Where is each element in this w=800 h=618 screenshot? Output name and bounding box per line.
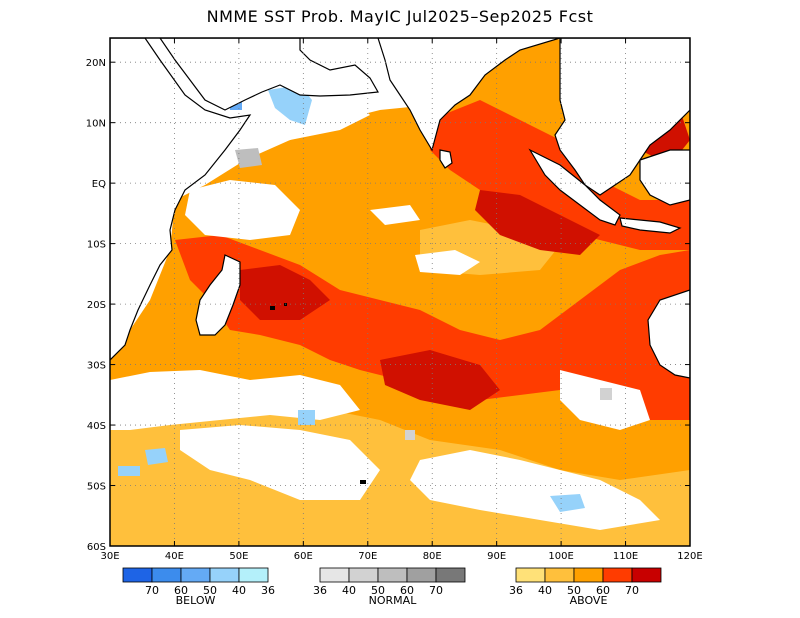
colorbar-swatch: [631, 567, 662, 583]
lon-tick-label: 120E: [677, 551, 702, 562]
lon-tick-label: 90E: [487, 551, 506, 562]
colorbar-label: 60: [174, 584, 188, 597]
colorbar-label: 70: [625, 584, 639, 597]
lat-tick-label: 20N: [86, 58, 106, 69]
lat-tick-label: 10S: [87, 240, 106, 251]
colorbar-label: 36: [313, 584, 327, 597]
colorbar-above: 36 40 50 60 70 ABOVE: [509, 567, 662, 607]
colorbar-swatch: [435, 567, 466, 583]
lat-tick-label: 20S: [87, 300, 106, 311]
island-mauritius: [270, 306, 275, 310]
lat-tick-label: 40S: [87, 421, 106, 432]
colorbar-label: 60: [596, 584, 610, 597]
small-islands: [270, 303, 366, 484]
colorbar-swatch: [348, 567, 379, 583]
colorbar-swatch: [238, 567, 269, 583]
colorbar-swatch: [573, 567, 604, 583]
land-se-asia: [554, 38, 690, 196]
colorbar-label: 70: [429, 584, 443, 597]
normal-region-south: [600, 388, 612, 400]
lon-tick-label: 70E: [358, 551, 377, 562]
below-region-south-1: [145, 448, 168, 465]
colorbar-swatch: [602, 567, 633, 583]
lon-tick-label: 40E: [165, 551, 184, 562]
lon-tick-label: 110E: [613, 551, 638, 562]
colorbar-label: 70: [145, 584, 159, 597]
colorbar-swatch: [319, 567, 350, 583]
colorbar-label: 50: [567, 584, 581, 597]
lon-tick-label: 100E: [548, 551, 573, 562]
lat-tick-label: 50S: [87, 482, 106, 493]
land-india: [377, 38, 561, 152]
map-gridlines: [110, 38, 690, 546]
colorbar-swatch: [209, 567, 240, 583]
land-java: [619, 217, 682, 234]
below-region-south-2: [118, 466, 140, 476]
lon-tick-label: 60E: [294, 551, 313, 562]
island-reunion: [284, 303, 287, 306]
colorbar-label: 36: [509, 584, 523, 597]
lat-tick-label: 30S: [87, 361, 106, 372]
colorbar-swatch: [377, 567, 408, 583]
above-70-region-south: [380, 350, 500, 410]
land-australia: [647, 289, 690, 379]
colorbar-swatch: [180, 567, 211, 583]
lon-tick-label: 80E: [423, 551, 442, 562]
colorbar-label: 40: [232, 584, 246, 597]
white-region-central-2: [370, 205, 420, 225]
white-region-somali: [185, 180, 300, 240]
colorbar-below: 70 60 50 40 36 BELOW: [122, 567, 275, 607]
map-frame: [109, 37, 691, 547]
lat-tick-label: 10N: [86, 119, 106, 130]
white-region-central: [415, 250, 480, 275]
island-kerguelen: [360, 480, 366, 484]
lat-tick-label: 60S: [87, 542, 106, 553]
colorbar-normal: 36 40 50 60 70 NORMAL: [313, 567, 466, 607]
colorbar-label: 60: [400, 584, 414, 597]
colorbar-label: 40: [342, 584, 356, 597]
white-region-south-3: [410, 450, 660, 530]
land-sumatra: [528, 148, 621, 226]
colorbar-title: BELOW: [176, 594, 216, 607]
above-70-region-east: [475, 190, 600, 255]
colorbar-title: ABOVE: [570, 594, 608, 607]
below-region-south-4: [298, 410, 315, 425]
white-region-south-2: [180, 425, 380, 500]
colorbar-label: 50: [203, 584, 217, 597]
colorbar-label: 40: [538, 584, 552, 597]
colorbar-title: NORMAL: [369, 594, 418, 607]
lat-tick-label: EQ: [92, 179, 106, 190]
land-africa: [110, 38, 252, 361]
colorbar-label: 36: [261, 584, 275, 597]
map-title: NMME SST Prob. MayIC Jul2025–Sep2025 Fcs…: [207, 7, 594, 26]
land-borneo: [639, 149, 690, 206]
normal-region-south-2: [405, 430, 415, 440]
map-axis-tick-labels: 30E 40E 50E 60E 70E 80E 90E 100E 110E 120E 20N 10N E…: [86, 58, 703, 562]
colorbar-swatch: [406, 567, 437, 583]
colorbar-swatch: [515, 567, 546, 583]
normal-region-somali: [235, 148, 262, 168]
colorbar-label: 50: [371, 584, 385, 597]
lon-tick-label: 50E: [229, 551, 248, 562]
above-70-region-mascarene: [240, 265, 330, 320]
land-masses: [110, 38, 690, 379]
white-region-south-1: [110, 370, 360, 430]
colorbar-swatch: [544, 567, 575, 583]
below-region-south-3: [550, 494, 585, 512]
land-sri-lanka: [439, 149, 453, 169]
land-madagascar: [195, 254, 241, 336]
land-arabia: [159, 38, 379, 111]
lon-tick-label: 30E: [100, 551, 119, 562]
colorbar-swatch: [151, 567, 182, 583]
colorbar-swatch: [122, 567, 153, 583]
